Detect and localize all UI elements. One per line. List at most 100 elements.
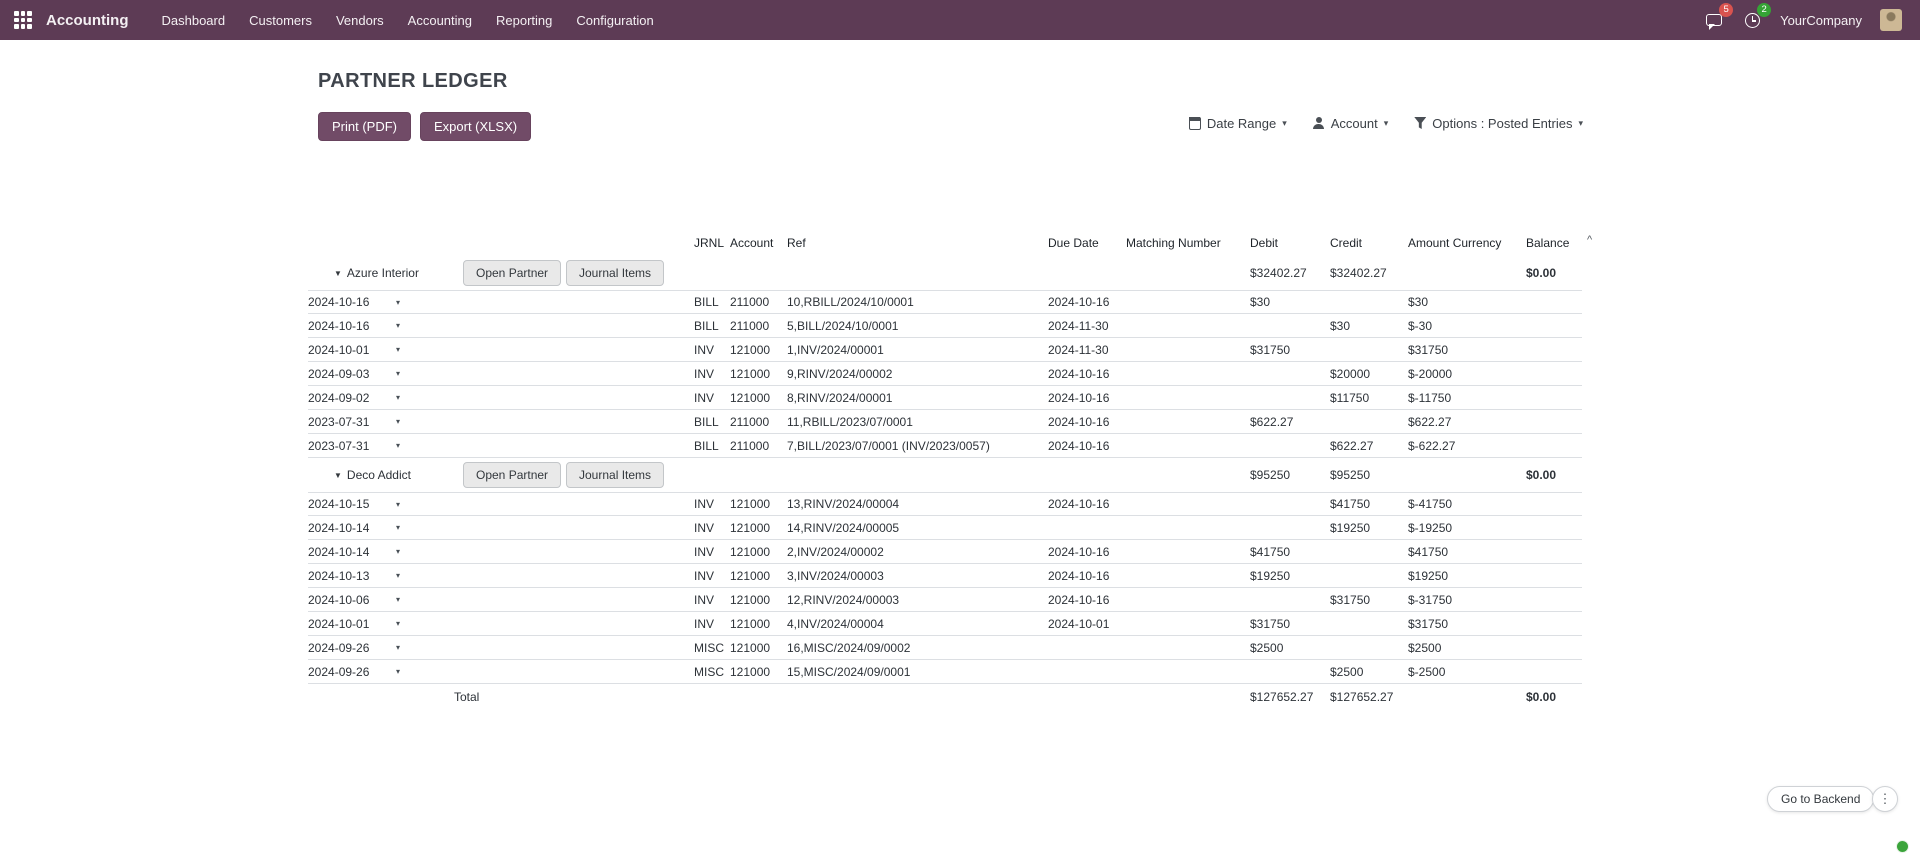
row-dropdown-icon[interactable]: ▾: [396, 499, 401, 509]
partner-name-label: Azure Interior: [346, 266, 419, 280]
journal-code: INV: [694, 390, 715, 405]
options-filter-label: Options : Posted Entries: [1432, 115, 1573, 131]
row-dropdown-icon[interactable]: ▾: [396, 523, 401, 532]
company-switcher[interactable]: YourCompany: [1780, 12, 1862, 28]
ledger-row: 2024-10-01 ▾ INV 121000 4,INV/2024/00004 2024…: [308, 612, 1582, 636]
row-dropdown-icon[interactable]: ▾: [396, 571, 401, 580]
row-dropdown-icon[interactable]: ▾: [396, 547, 401, 556]
menu-dashboard[interactable]: Dashboard: [161, 12, 226, 28]
app-brand[interactable]: Accounting: [46, 11, 129, 29]
menu-accounting[interactable]: Accounting: [407, 12, 472, 28]
open-partner-button[interactable]: Open Partner: [463, 260, 562, 286]
amount-currency: $-11750: [1408, 390, 1452, 405]
account-code: 121000: [730, 520, 771, 535]
header-account: Account: [730, 236, 774, 250]
row-dropdown-icon[interactable]: ▾: [396, 643, 401, 652]
menu-configuration[interactable]: Configuration: [576, 12, 654, 28]
ledger-row: 2024-10-15 ▾ INV 121000 13,RINV/2024/00004 20…: [308, 492, 1582, 516]
row-dropdown-icon[interactable]: ▾: [396, 297, 401, 307]
due-date: 2024-10-16: [1048, 414, 1110, 429]
due-date: 2024-10-16: [1048, 497, 1110, 511]
journal-items-button[interactable]: Journal Items: [566, 462, 665, 488]
ref: 1,INV/2024/00001: [787, 342, 884, 357]
amount-currency: $-2500: [1408, 664, 1446, 679]
header-due-date: Due Date: [1048, 236, 1099, 250]
account-code: 121000: [730, 497, 771, 511]
go-to-backend-button[interactable]: Go to Backend: [1767, 786, 1875, 812]
journal-code: MISC: [694, 640, 724, 655]
credit: $20000: [1330, 366, 1371, 381]
menu-customers[interactable]: Customers: [249, 12, 312, 28]
credit: $11750: [1330, 390, 1370, 405]
export-xlsx-button[interactable]: Export (XLSX): [420, 112, 532, 141]
due-date: 2024-10-16: [1048, 390, 1110, 405]
account-code: 211000: [730, 438, 770, 453]
menu-vendors[interactable]: Vendors: [335, 12, 384, 28]
print-pdf-button[interactable]: Print (PDF): [318, 112, 411, 141]
entry-date-cell: 2024-10-01 ▾: [308, 338, 694, 361]
account-code: 121000: [730, 342, 771, 357]
row-dropdown-icon[interactable]: ▾: [396, 417, 401, 426]
date-range-filter[interactable]: Date Range ▾: [1188, 115, 1287, 131]
ledger-row: 2023-07-31 ▾ BILL 211000 7,BILL/2023/07/0001…: [308, 434, 1582, 458]
journal-code: BILL: [694, 414, 719, 429]
more-options-button[interactable]: ⋮: [1872, 786, 1898, 812]
activities-button[interactable]: 2: [1742, 3, 1772, 30]
row-dropdown-icon[interactable]: ▾: [396, 619, 401, 628]
journal-code: INV: [694, 616, 715, 631]
amount-currency: $-41750: [1408, 497, 1453, 511]
row-dropdown-icon[interactable]: ▾: [396, 345, 401, 354]
account-code: 121000: [730, 664, 771, 679]
total-debit: $127652.27: [1250, 690, 1314, 704]
entry-date-cell: 2024-09-26 ▾: [308, 660, 694, 683]
fold-caret-icon[interactable]: ▼: [334, 268, 342, 278]
journal-items-button[interactable]: Journal Items: [566, 260, 665, 286]
entry-date-cell: 2024-10-01 ▾: [308, 612, 694, 635]
row-dropdown-icon[interactable]: ▾: [396, 441, 401, 450]
due-date: 2024-10-16: [1048, 295, 1110, 309]
journal-code: INV: [694, 497, 715, 511]
partner-name[interactable]: ▼ Azure Interior: [334, 266, 419, 280]
open-partner-button[interactable]: Open Partner: [463, 462, 562, 488]
row-dropdown-icon[interactable]: ▾: [396, 595, 401, 604]
options-filter[interactable]: Options : Posted Entries ▾: [1414, 116, 1583, 131]
entry-date: 2024-09-26: [308, 640, 370, 655]
row-dropdown-icon[interactable]: ▾: [396, 369, 401, 378]
row-dropdown-icon[interactable]: ▾: [396, 321, 401, 330]
header-debit: Debit: [1250, 236, 1279, 250]
credit: $19250: [1330, 520, 1371, 535]
account-code: 121000: [730, 366, 771, 381]
credit: $622.27: [1330, 438, 1374, 453]
entry-date: 2024-10-01: [308, 342, 370, 357]
due-date: 2024-10-16: [1048, 366, 1110, 381]
page-title: PARTNER LEDGER: [318, 70, 508, 92]
amount-currency: $622.27: [1408, 414, 1452, 429]
amount-currency: $-622.27: [1408, 438, 1456, 453]
status-indicator-icon: [1896, 840, 1909, 853]
header-matching-number: Matching Number: [1126, 236, 1221, 250]
row-dropdown-icon[interactable]: ▾: [396, 667, 401, 676]
menu-reporting[interactable]: Reporting: [496, 12, 553, 28]
user-avatar[interactable]: [1880, 9, 1902, 31]
due-date: 2024-11-30: [1048, 342, 1109, 357]
debit: $30: [1250, 295, 1271, 309]
entry-date-cell: 2024-10-14 ▾: [308, 540, 694, 563]
partner-ledger-table: JRNL Account Ref Due Date Matching Numbe…: [308, 230, 1582, 710]
ledger-row: 2024-10-01 ▾ INV 121000 1,INV/2024/00001 2024…: [308, 338, 1582, 362]
ledger-row: 2024-09-03 ▾ INV 121000 9,RINV/2024/00002 202…: [308, 362, 1582, 386]
account-filter[interactable]: Account ▾: [1313, 116, 1388, 131]
total-row: Total $127652.27 $127652.27 $0.00: [308, 684, 1582, 710]
partner-name[interactable]: ▼ Deco Addict: [334, 468, 411, 482]
row-dropdown-icon[interactable]: ▾: [396, 393, 401, 402]
ledger-row: 2024-10-13 ▾ INV 121000 3,INV/2024/00003 2024…: [308, 564, 1582, 588]
ref: 15,MISC/2024/09/0001: [787, 664, 911, 679]
sort-asc-icon[interactable]: ^: [1587, 234, 1593, 246]
amount-currency: $19250: [1408, 568, 1449, 583]
date-range-label: Date Range: [1206, 115, 1277, 131]
ledger-row: 2024-10-06 ▾ INV 121000 12,RINV/2024/00003 20…: [308, 588, 1582, 612]
apps-grid-icon[interactable]: [14, 11, 32, 29]
fold-caret-icon[interactable]: ▼: [334, 470, 342, 480]
partner-group-row: ▼ Azure Interior Open Partner Journal Items…: [308, 256, 1582, 290]
messages-button[interactable]: 5: [1704, 3, 1734, 30]
entry-date: 2024-10-01: [308, 616, 370, 631]
